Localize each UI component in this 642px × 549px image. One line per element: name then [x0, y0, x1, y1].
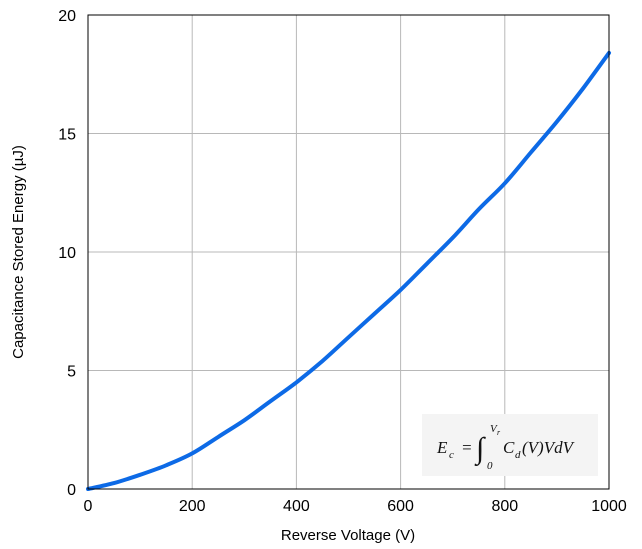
- series-line: [86, 50, 611, 491]
- x-tick-label: 0: [84, 498, 93, 515]
- y-tick-label: 5: [67, 364, 76, 381]
- x-tick-label: 800: [491, 498, 518, 515]
- formula-upper-limit: V: [490, 423, 498, 435]
- x-tick-label: 200: [179, 498, 206, 515]
- y-tick-label: 0: [67, 482, 76, 499]
- formula-integrand-subscript: d: [515, 449, 521, 461]
- formula-annotation: E c = ∫ V r 0 C d (V)VdV: [422, 414, 598, 476]
- x-tick-label: 1000: [591, 498, 627, 515]
- formula-equals: =: [461, 438, 472, 457]
- formula-integrand: C: [503, 438, 515, 457]
- y-tick-label: 20: [58, 8, 76, 25]
- x-tick-label: 600: [387, 498, 414, 515]
- y-tick-label: 10: [58, 245, 76, 262]
- formula-lower-limit: 0: [487, 460, 493, 472]
- y-tick-label: 15: [58, 127, 76, 144]
- formula-box: [422, 414, 598, 476]
- tick-labels: 0 200 400 600 800 1000 0 5 10 15 20: [58, 8, 627, 515]
- series-layer: [86, 50, 611, 491]
- formula-upper-limit-subscript: r: [497, 428, 501, 437]
- formula-lhs-subscript: c: [449, 449, 454, 461]
- grid-lines: [88, 15, 609, 489]
- x-axis-label: Reverse Voltage (V): [281, 527, 415, 544]
- plot-frame: [87, 14, 610, 490]
- y-axis-label: Capacitance Stored Energy (µJ): [10, 145, 27, 359]
- x-tick-label: 400: [283, 498, 310, 515]
- formula-integral-sign: ∫: [474, 432, 486, 467]
- formula-tail: (V)VdV: [522, 438, 576, 457]
- formula-lhs: E: [436, 438, 448, 457]
